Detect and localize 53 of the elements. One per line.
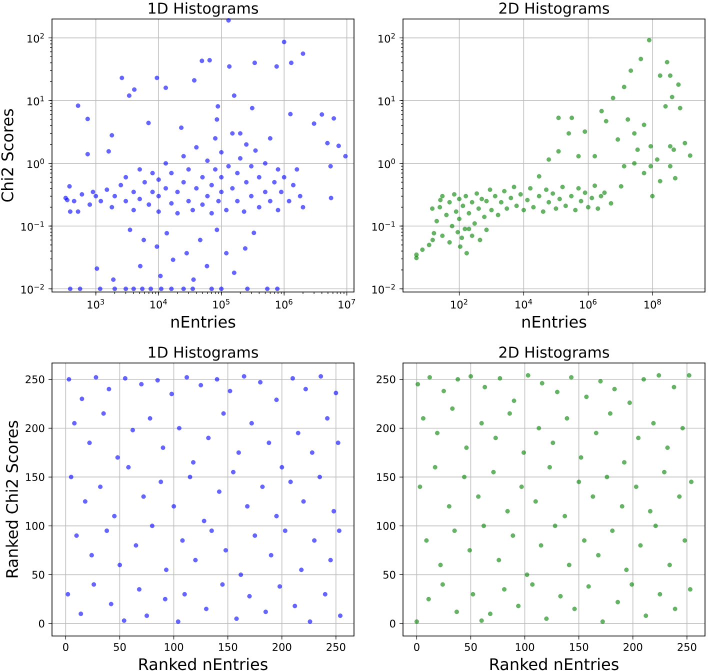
x-tick-label: 150 <box>218 643 238 651</box>
chart-title: 2D Histograms <box>499 346 610 361</box>
chart-title: 1D Histograms <box>148 346 258 361</box>
x-tick-label: 10$^{4}$ <box>516 299 532 308</box>
x-tick-label: 150 <box>570 643 588 651</box>
y-tick-label: 10$^{−1}$ <box>21 221 44 231</box>
x-tick-label: 10$^{5}$ <box>213 299 230 308</box>
y-tick-label: 150 <box>377 473 396 481</box>
x-tick-label: 10$^{4}$ <box>150 299 167 308</box>
x-tick-label: 0 <box>414 643 420 651</box>
y-tick-label: 10$^{0}$ <box>28 158 44 168</box>
x-axis-title: nEntries <box>522 315 586 328</box>
x-tick-label: 10$^{3}$ <box>88 299 104 309</box>
y-axis-title: Ranked Chi2 Scores <box>6 420 18 578</box>
x-tick-label: 50 <box>464 643 477 651</box>
y-tick-label: 10$^{2}$ <box>378 33 395 43</box>
y-tick-label: 10$^{1}$ <box>378 96 395 106</box>
y-tick-label: 10$^{2}$ <box>28 33 44 43</box>
x-tick-label: 10$^{6}$ <box>276 299 292 309</box>
y-tick-label: 10$^{0}$ <box>378 158 395 168</box>
y-tick-label: 10$^{−1}$ <box>372 221 395 231</box>
x-tick-label: 100 <box>164 643 184 651</box>
y-tick-label: 100 <box>377 522 396 530</box>
y-tick-label: 10$^{1}$ <box>28 96 44 106</box>
y-tick-label: 250 <box>376 375 396 384</box>
y-tick-label: 0 <box>390 620 396 628</box>
y-tick-label: 200 <box>26 424 44 432</box>
x-tick-label: 200 <box>272 643 292 651</box>
y-tick-label: 50 <box>383 570 396 579</box>
y-tick-label: 50 <box>32 570 44 579</box>
x-tick-label: 250 <box>326 643 346 651</box>
x-tick-label: 10$^{6}$ <box>580 299 597 309</box>
x-tick-label: 10$^{2}$ <box>451 299 468 309</box>
y-axis-title: Chi2 Scores <box>1 109 14 202</box>
x-axis-title: nEntries <box>172 315 236 328</box>
chart-title: 2D Histograms <box>499 2 609 17</box>
y-tick-label: 10$^{−2}$ <box>21 284 44 294</box>
x-tick-label: 100 <box>516 643 534 651</box>
x-tick-label: 250 <box>678 643 696 651</box>
x-tick-label: 10$^{8}$ <box>644 299 661 309</box>
x-axis-title: Ranked nEntries <box>139 658 268 670</box>
y-tick-label: 10$^{−2}$ <box>372 284 395 294</box>
x-tick-label: 10$^{7}$ <box>338 299 355 308</box>
y-tick-label: 0 <box>38 620 44 628</box>
y-tick-label: 200 <box>376 424 396 432</box>
x-tick-label: 200 <box>624 643 642 651</box>
x-axis-title: Ranked nEntries <box>490 658 618 670</box>
x-tick-label: 50 <box>114 643 126 651</box>
y-tick-label: 100 <box>26 522 44 530</box>
y-tick-label: 250 <box>26 375 44 384</box>
x-tick-label: 0 <box>63 643 68 651</box>
chart-title: 1D Histograms <box>148 2 258 17</box>
y-tick-label: 150 <box>26 473 44 481</box>
